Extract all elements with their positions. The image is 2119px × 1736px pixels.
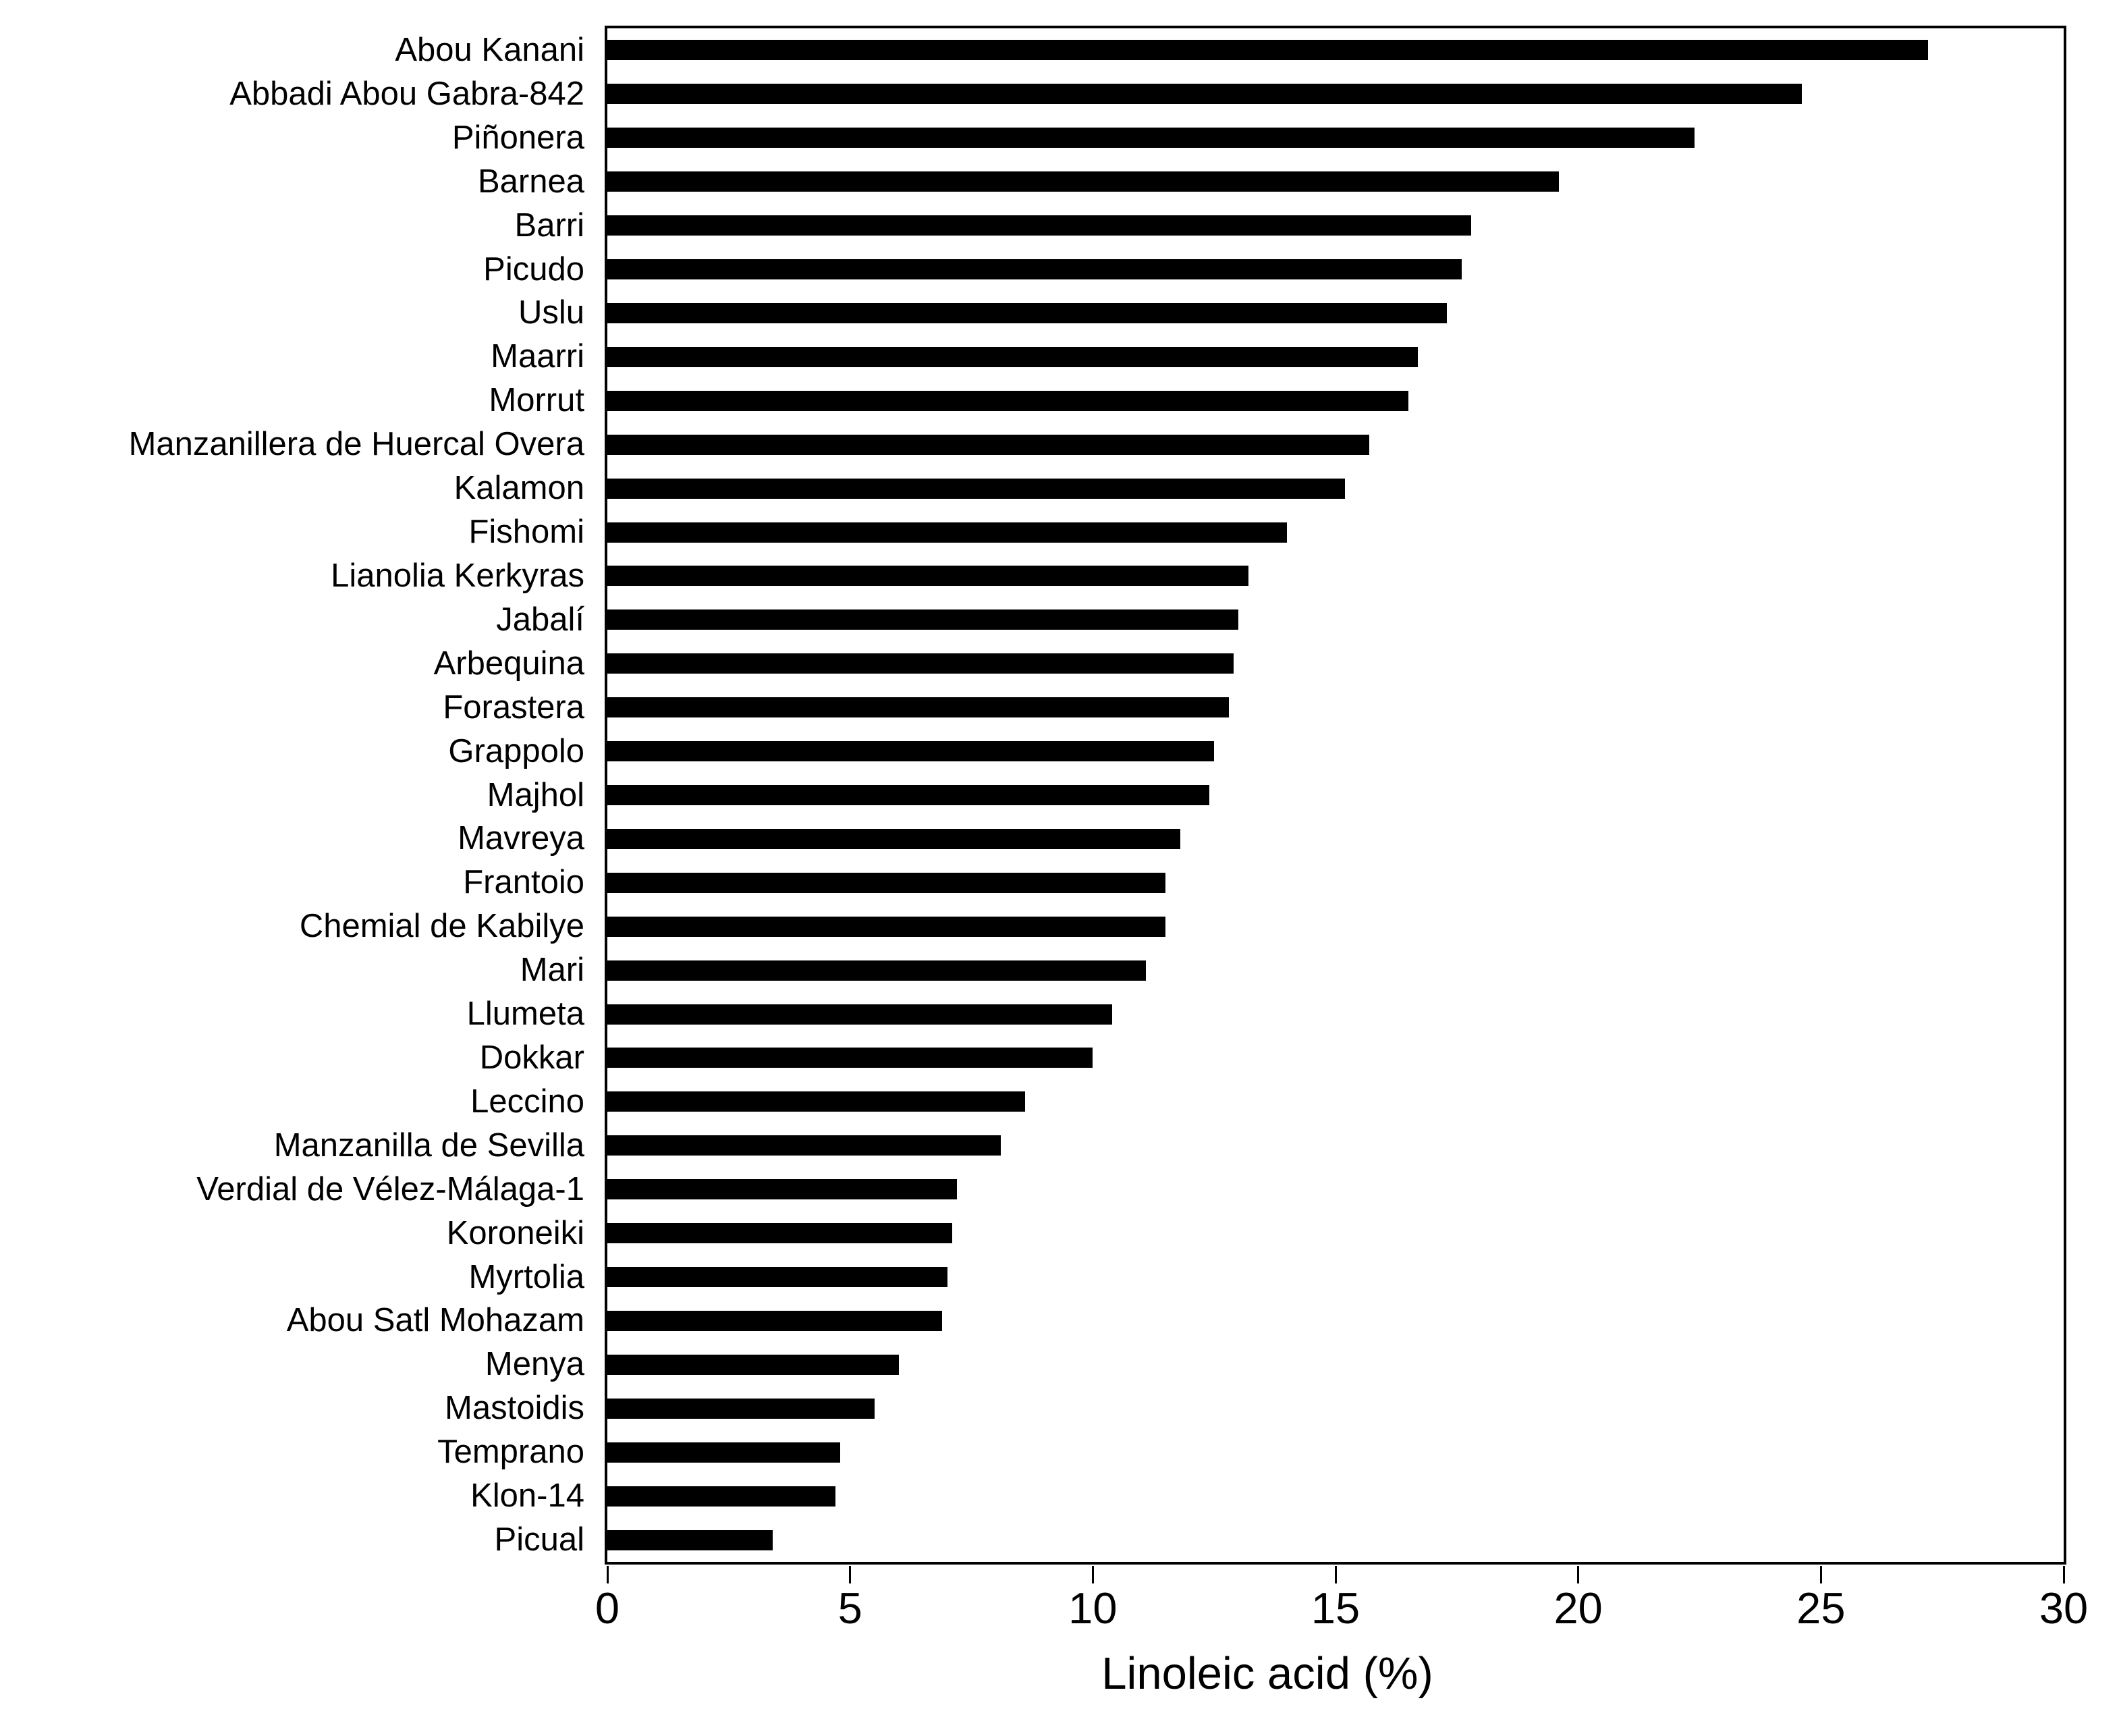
x-axis-title: Linoleic acid (%) [1101,1648,1433,1699]
category-label: Manzanillera de Huercal Overa [128,426,584,463]
x-tick-label: 10 [1068,1583,1118,1633]
category-label: Abou Kanani [395,31,584,68]
bar [607,697,1229,718]
x-tick [2062,1566,2065,1583]
category-label: Leccino [470,1083,584,1120]
x-tick [1819,1566,1822,1583]
category-label: Mavreya [458,820,584,857]
x-tick-label: 25 [1796,1583,1846,1633]
bar [607,84,1802,105]
category-label: Koroneiki [446,1214,584,1251]
bar [607,1354,899,1375]
category-label: Verdial de Vélez-Málaga-1 [196,1170,584,1208]
x-tick-label: 20 [1553,1583,1603,1633]
category-label: Lianolia Kerkyras [331,557,584,594]
x-tick [606,1566,609,1583]
x-tick [849,1566,852,1583]
category-label: Myrtolia [468,1258,584,1295]
bar [607,302,1448,323]
category-label: Jabalí [496,601,584,638]
bar [607,1048,1093,1068]
category-label: Abbadi Abou Gabra-842 [229,75,584,112]
category-label: Temprano [437,1434,584,1471]
category-label: Menya [485,1346,584,1383]
bar [607,960,1147,981]
bar [607,346,1419,367]
bar [607,916,1166,937]
bar [607,1091,1025,1112]
bar [607,215,1472,236]
x-tick [1577,1566,1580,1583]
category-label: Forastera [443,688,584,726]
plot-area [605,26,2066,1565]
x-tick [1091,1566,1094,1583]
bar [607,872,1166,893]
bar [607,40,1928,61]
bar [607,1398,875,1419]
bar [607,1529,773,1550]
bar [607,390,1408,411]
category-label: Mastoidis [445,1390,584,1427]
category-label: Picudo [483,250,584,288]
category-label: Morrut [489,382,584,419]
category-label: Manzanilla de Sevilla [273,1127,584,1164]
bar [607,1223,952,1244]
bar [607,1135,1001,1156]
bar [607,1442,841,1463]
bar [607,478,1346,499]
bar [607,1486,836,1507]
category-label: Uslu [518,294,584,331]
category-label: Chemial de Kabilye [299,908,584,945]
bar [607,653,1234,674]
bar [607,171,1559,192]
bar [607,1267,947,1288]
x-tick [1334,1566,1337,1583]
category-label: Majhol [487,776,584,813]
bar [607,785,1209,805]
bar [607,1004,1113,1025]
bar [607,128,1695,148]
category-label: Maarri [491,338,584,375]
category-label: Fishomi [468,514,584,550]
x-tick-label: 5 [837,1583,862,1633]
category-label: Llumeta [466,996,584,1033]
category-label: Dokkar [479,1039,584,1076]
x-tick-label: 15 [1311,1583,1360,1633]
bar [607,741,1215,762]
bar [607,434,1370,455]
category-label: Abou Satl Mohazam [286,1302,584,1339]
category-label: Frantoio [463,864,584,901]
bar [607,259,1462,280]
category-label: Arbequina [433,645,584,682]
bar [607,1179,957,1200]
bar [607,828,1180,849]
category-label: Mari [520,952,584,989]
category-label: Piñonera [451,119,584,156]
category-label: Barri [514,207,584,244]
category-label: Grappolo [448,732,584,769]
category-label: Kalamon [453,470,584,507]
category-label: Picual [494,1521,584,1558]
bar [607,522,1288,543]
bar [607,609,1239,630]
bar [607,1310,943,1331]
category-label: Klon-14 [470,1477,584,1515]
bar [607,566,1248,587]
category-label: Barnea [477,163,584,200]
x-tick-label: 30 [2039,1583,2089,1633]
x-tick-label: 0 [595,1583,620,1633]
